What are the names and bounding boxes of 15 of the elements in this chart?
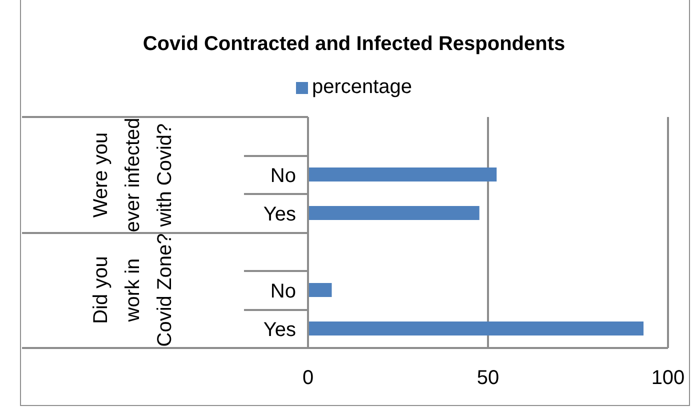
bar — [308, 283, 332, 297]
y-tick-label: Yes — [263, 203, 296, 226]
x-tick-label: 0 — [302, 367, 314, 390]
bar — [308, 322, 644, 336]
chart-title: Covid Contracted and Infected Respondents — [142, 33, 566, 56]
bar — [308, 168, 497, 182]
y-tick-label: No — [270, 280, 296, 302]
text: Did you work in Covid Zone? — [89, 232, 177, 348]
y-tick-label: Yes — [263, 318, 296, 341]
legend-label: percentage — [312, 76, 412, 99]
x-tick-label: 100 — [651, 367, 685, 390]
x-tick-label: 50 — [476, 367, 500, 390]
y-tick-label: No — [270, 164, 296, 187]
text: Were you ever infected with Covid? — [89, 117, 177, 232]
bar — [308, 206, 480, 220]
